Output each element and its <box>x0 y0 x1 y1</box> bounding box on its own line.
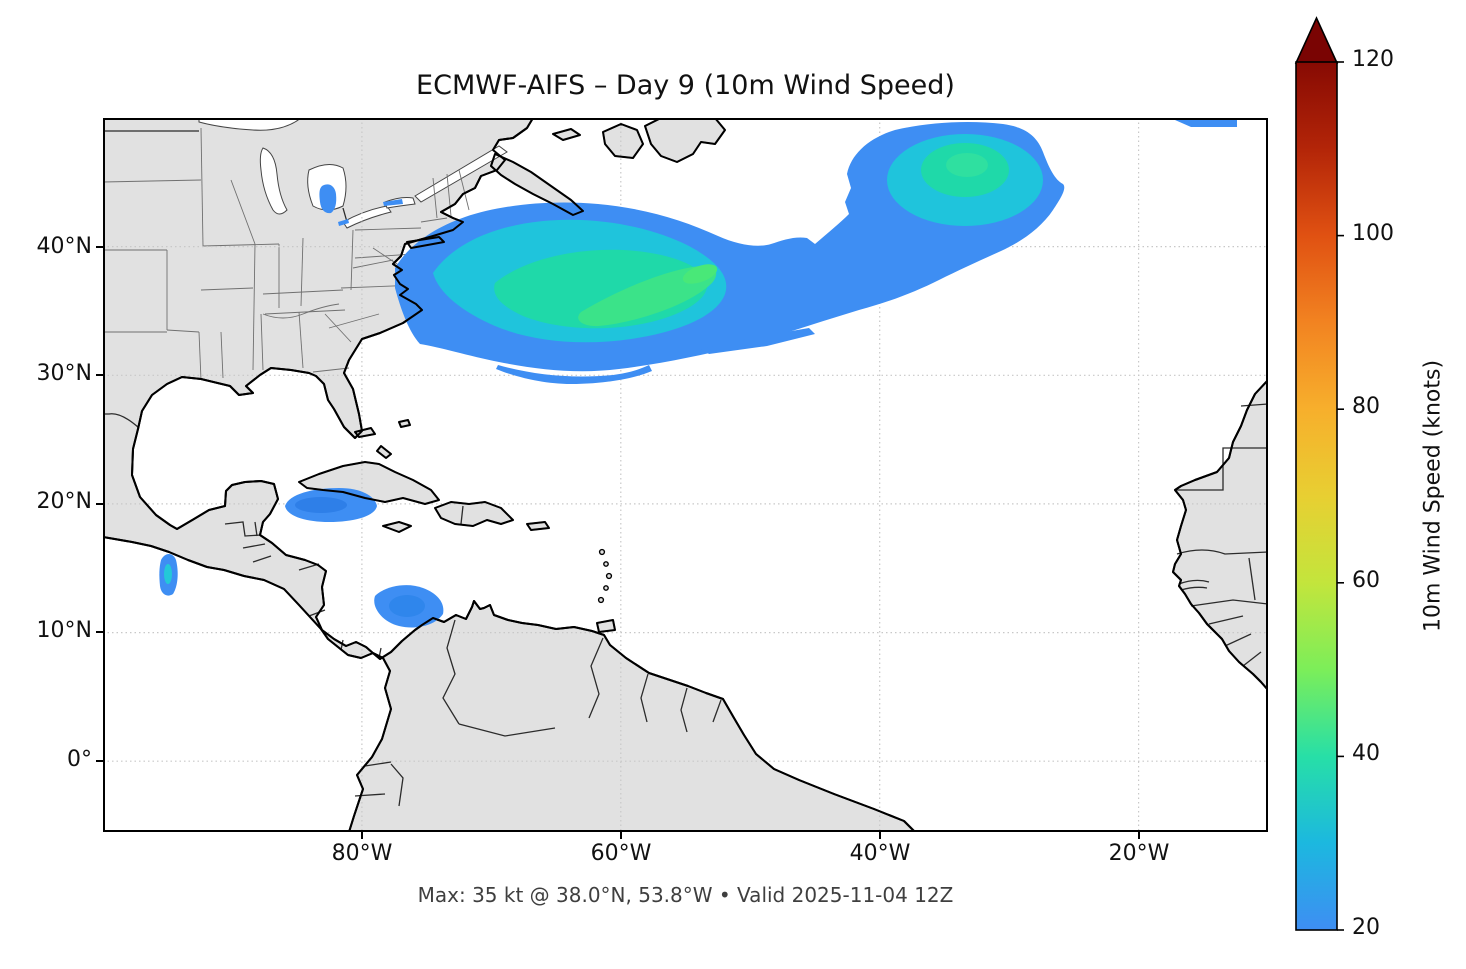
page-title: ECMWF-AIFS – Day 9 (10m Wind Speed) <box>416 70 955 101</box>
x-tickmark <box>1138 832 1140 839</box>
y-tick-40n: 40°N <box>36 234 92 259</box>
x-tick-60w: 60°W <box>590 841 652 866</box>
y-tick-0: 0° <box>67 747 92 772</box>
y-tick-20n: 20°N <box>36 489 92 514</box>
x-tickmark <box>361 832 363 839</box>
y-tick-30n: 30°N <box>36 361 92 386</box>
cbar-tick-40: 40 <box>1352 741 1380 766</box>
caption: Max: 35 kt @ 38.0°N, 53.8°W • Valid 2025… <box>417 883 954 907</box>
cbar-tick-100: 100 <box>1352 221 1394 246</box>
plot-frame <box>103 118 1268 832</box>
y-tickmark <box>96 503 103 505</box>
colorbar-extend-arrow <box>1294 16 1339 64</box>
lesser-antilles-islands <box>597 548 613 604</box>
x-tickmark <box>879 832 881 839</box>
x-tick-40w: 40°W <box>849 841 911 866</box>
cbar-tick-80: 80 <box>1352 394 1380 419</box>
colorbar-axis-label: 10m Wind Speed (knots) <box>1420 359 1446 633</box>
wind-shading-layer <box>159 120 1237 628</box>
cbar-tick-60: 60 <box>1352 568 1380 593</box>
land-layer <box>103 118 1268 832</box>
map-plot <box>103 118 1268 832</box>
lakes-layer <box>198 118 508 229</box>
colorbar-gradient <box>1295 61 1338 931</box>
map-canvas <box>103 118 1268 832</box>
colorbar-tickmarks <box>1337 61 1344 931</box>
y-tickmark <box>96 374 103 376</box>
x-tickmark <box>620 832 622 839</box>
cbar-tick-120: 120 <box>1352 47 1394 72</box>
y-tickmark <box>96 631 103 633</box>
y-tickmark <box>96 760 103 762</box>
x-tick-80w: 80°W <box>331 841 393 866</box>
y-tickmark <box>96 246 103 248</box>
cbar-tick-20: 20 <box>1352 915 1380 940</box>
colorbar <box>1294 16 1344 931</box>
state-borders <box>103 127 470 381</box>
x-tick-20w: 20°W <box>1108 841 1170 866</box>
country-borders <box>103 130 1268 807</box>
y-tick-10n: 10°N <box>36 618 92 643</box>
